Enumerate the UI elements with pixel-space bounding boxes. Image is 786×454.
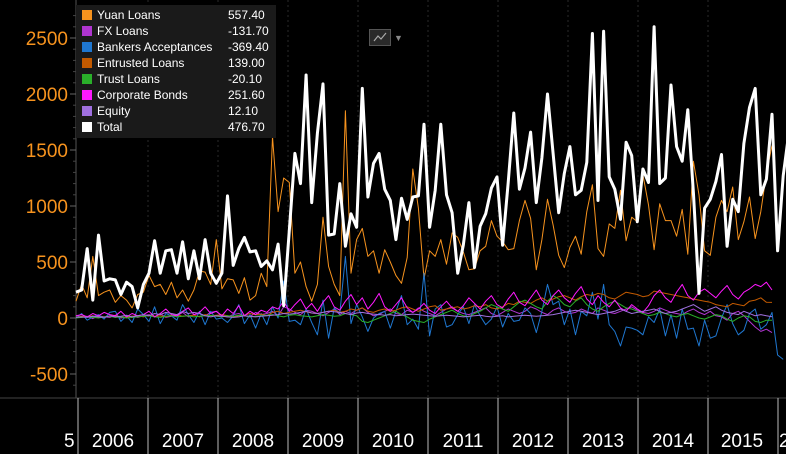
- y-tick-label: 2500: [26, 29, 68, 50]
- legend-value: -369.40: [228, 40, 269, 54]
- legend-swatch: [82, 58, 92, 68]
- legend-item[interactable]: Equity 12.10: [82, 103, 272, 119]
- y-tick-label: 2000: [26, 85, 68, 106]
- y-tick-label: 500: [36, 253, 68, 274]
- chart-type-dropdown[interactable]: ▼: [369, 29, 405, 47]
- legend-swatch: [82, 74, 92, 84]
- x-tick-label: 2013: [582, 431, 624, 452]
- legend-item[interactable]: Total 476.70: [82, 119, 272, 135]
- legend-label: Corporate Bonds: [97, 88, 188, 102]
- series-line-total: [75, 25, 786, 310]
- legend-value: 557.40: [228, 8, 265, 22]
- legend: Yuan Loans 557.40 FX Loans -131.70 Bankers A…: [76, 5, 276, 138]
- line-chart-icon[interactable]: [369, 29, 391, 46]
- legend-value: 476.70: [228, 120, 265, 134]
- y-tick-label: 1500: [26, 141, 68, 162]
- x-tick-label: 2015: [721, 431, 763, 452]
- legend-item[interactable]: Trust Loans -20.10: [82, 71, 272, 87]
- legend-swatch: [82, 10, 92, 20]
- legend-swatch: [82, 90, 92, 100]
- legend-item[interactable]: Yuan Loans 557.40: [82, 7, 272, 23]
- x-tick-label: 2012: [512, 431, 554, 452]
- y-tick-label: 0: [57, 309, 68, 330]
- chevron-down-icon[interactable]: ▼: [394, 33, 403, 43]
- legend-label: Trust Loans: [97, 72, 160, 86]
- x-tick-label: 2006: [92, 431, 134, 452]
- x-tick-label: 2007: [162, 431, 204, 452]
- legend-label: Entrusted Loans: [97, 56, 185, 70]
- series-line-trust-loans: [75, 295, 772, 323]
- x-tick-label: 2010: [372, 431, 414, 452]
- legend-label: Bankers Acceptances: [97, 40, 213, 54]
- y-tick-label: 1000: [26, 197, 68, 218]
- series-line-equity: [75, 304, 773, 318]
- x-tick-label: 2009: [302, 431, 344, 452]
- legend-label: FX Loans: [97, 24, 149, 38]
- legend-swatch: [82, 106, 92, 116]
- x-tick-label: 2008: [232, 431, 274, 452]
- x-edge-label: 5: [64, 431, 75, 452]
- legend-item[interactable]: FX Loans -131.70: [82, 23, 272, 39]
- legend-value: 139.00: [228, 56, 265, 70]
- legend-item[interactable]: Bankers Acceptances -369.40: [82, 39, 272, 55]
- legend-item[interactable]: Corporate Bonds 251.60: [82, 87, 272, 103]
- legend-label: Equity: [97, 104, 131, 118]
- legend-value: -20.10: [228, 72, 263, 86]
- series-lines: [75, 25, 786, 360]
- x-axis: 2006 2007 2008 2009 2010 2011 2012 2013 2014 2015…: [0, 397, 786, 454]
- legend-value: -131.70: [228, 24, 269, 38]
- legend-value: 12.10: [228, 104, 259, 118]
- series-line-bankers-acceptances: [75, 255, 784, 360]
- x-tick-label: 2011: [443, 431, 484, 452]
- legend-label: Yuan Loans: [97, 8, 161, 22]
- legend-item[interactable]: Entrusted Loans 139.00: [82, 55, 272, 71]
- x-tick-label: 2014: [652, 431, 695, 452]
- x-edge-label: 2: [779, 431, 786, 452]
- legend-swatch: [82, 122, 92, 132]
- series-line-entrusted-loans: [75, 290, 773, 318]
- legend-swatch: [82, 42, 92, 52]
- legend-label: Total: [97, 120, 123, 134]
- y-axis: -500 0 500 1000 1500 2000 2500: [26, 0, 77, 398]
- y-tick-label: -500: [30, 365, 68, 386]
- legend-value: 251.60: [228, 88, 265, 102]
- legend-swatch: [82, 26, 92, 36]
